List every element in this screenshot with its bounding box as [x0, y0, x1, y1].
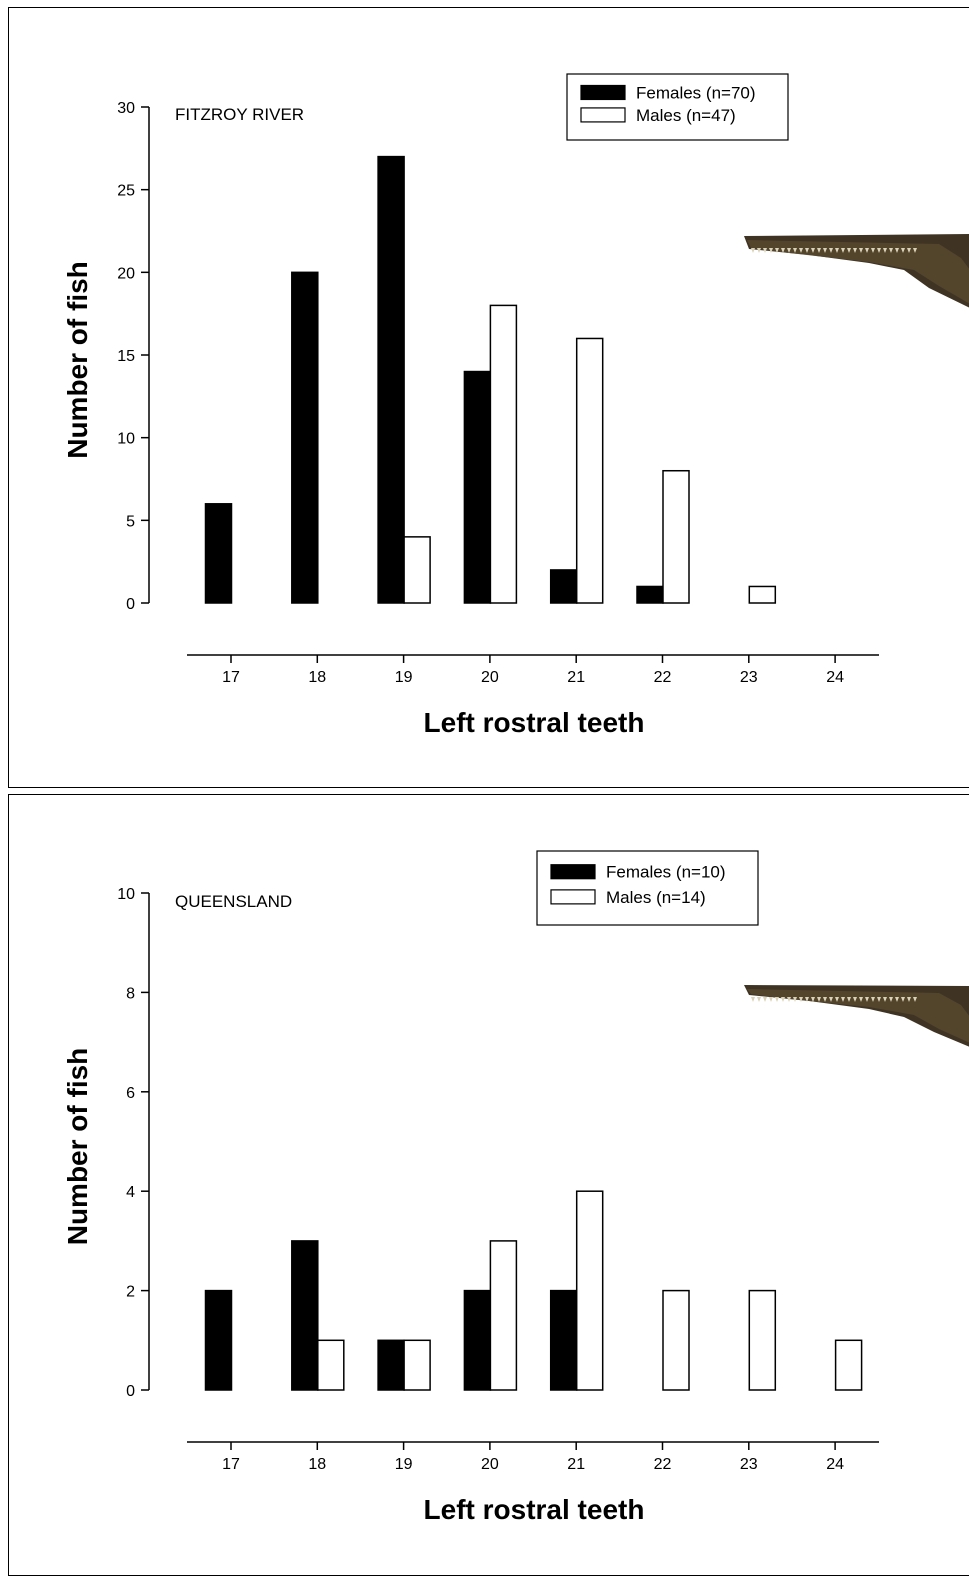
chart-svg: 0 5 10 15 20 25 30 17 18 19 20 21 22 23 24 FITZROY RIV…	[62, 73, 969, 738]
y-tick-label: 0	[126, 1383, 135, 1400]
bar-females-21	[549, 1289, 578, 1391]
bar-males-22	[662, 1289, 690, 1391]
y-axis-title: Number of fish	[62, 1048, 93, 1246]
bar-males-21	[575, 1190, 604, 1391]
region-label: QUEENSLAND	[175, 892, 292, 911]
x-tick-label: 17	[222, 669, 240, 686]
bar-females-20	[463, 1289, 492, 1391]
bar-females-21	[549, 569, 578, 604]
bar-males-23	[748, 585, 777, 604]
bar-females-18	[291, 1240, 319, 1391]
y-tick-label: 0	[126, 596, 135, 613]
legend-swatch-males	[580, 107, 626, 123]
bar-males-24	[834, 1339, 863, 1391]
x-tick-label: 19	[395, 1456, 413, 1473]
bar-males-20	[489, 1240, 518, 1391]
y-tick-label: 20	[117, 265, 135, 282]
chart-panel-fitzroy-river: 0 5 10 15 20 25 30 17 18 19 20 21 22 23 24 FITZROY RIV…	[8, 7, 969, 788]
legend: Females (n=70) Males (n=47)	[566, 73, 789, 141]
y-tick-label: 30	[117, 100, 135, 117]
sawfish-rostrum-image	[744, 234, 969, 308]
bar-males-19	[403, 1339, 431, 1391]
axes-group: 0 5 10 15 20 25 30 17 18 19 20 21 22 23 24	[117, 100, 879, 686]
x-tick-label: 23	[740, 669, 758, 686]
y-tick-label: 2	[126, 1284, 135, 1301]
x-tick-label: 20	[481, 1456, 499, 1473]
bar-females-17	[204, 503, 233, 604]
x-tick-label: 24	[826, 1456, 844, 1473]
x-axis-title: Left rostral teeth	[424, 707, 645, 738]
x-tick-label: 23	[740, 1456, 758, 1473]
x-tick-label: 22	[654, 669, 672, 686]
chart-panel-queensland: 0 2 4 6 8 10 17 18 19 20 21 22 23 24 QUEENSLAND Left …	[8, 794, 969, 1576]
x-tick-label: 18	[308, 1456, 326, 1473]
y-tick-label: 15	[117, 348, 135, 365]
bar-males-20	[489, 304, 518, 604]
y-tick-label: 25	[117, 183, 135, 200]
x-tick-label: 22	[654, 1456, 672, 1473]
y-tick-label: 4	[126, 1184, 135, 1201]
bar-females-19	[377, 1339, 405, 1391]
bar-males-18	[317, 1339, 345, 1391]
bar-females-17	[204, 1289, 233, 1391]
bar-females-18	[291, 271, 319, 604]
bar-females-22	[636, 585, 664, 604]
legend-swatch-males	[550, 889, 596, 905]
region-label: FITZROY RIVER	[175, 105, 304, 124]
legend-label-females: Females (n=10)	[606, 863, 726, 882]
legend-label-males: Males (n=47)	[636, 106, 736, 125]
x-tick-label: 17	[222, 1456, 240, 1473]
bar-males-22	[662, 469, 690, 604]
y-tick-label: 10	[117, 886, 135, 903]
x-axis-title: Left rostral teeth	[424, 1494, 645, 1525]
x-tick-label: 18	[308, 669, 326, 686]
x-tick-label: 21	[567, 669, 585, 686]
bar-females-20	[463, 370, 492, 604]
x-tick-label: 21	[567, 1456, 585, 1473]
y-tick-label: 6	[126, 1085, 135, 1102]
bars-group	[204, 155, 777, 604]
legend-label-males: Males (n=14)	[606, 888, 706, 907]
legend-box	[536, 850, 759, 926]
sawfish-rostrum-image	[744, 985, 969, 1047]
bar-females-19	[377, 155, 405, 604]
bar-males-19	[403, 536, 431, 604]
bar-males-21	[575, 337, 604, 604]
legend-swatch-females	[550, 864, 596, 880]
bar-males-23	[748, 1289, 777, 1391]
x-tick-label: 20	[481, 669, 499, 686]
x-tick-label: 24	[826, 669, 844, 686]
y-tick-label: 5	[126, 513, 135, 530]
bars-group	[204, 1190, 863, 1391]
y-axis-title: Number of fish	[62, 261, 93, 459]
legend: Females (n=10) Males (n=14)	[536, 850, 759, 926]
y-tick-label: 10	[117, 431, 135, 448]
y-tick-label: 8	[126, 985, 135, 1002]
x-tick-label: 19	[395, 669, 413, 686]
legend-swatch-females	[580, 84, 626, 101]
legend-label-females: Females (n=70)	[636, 83, 756, 102]
